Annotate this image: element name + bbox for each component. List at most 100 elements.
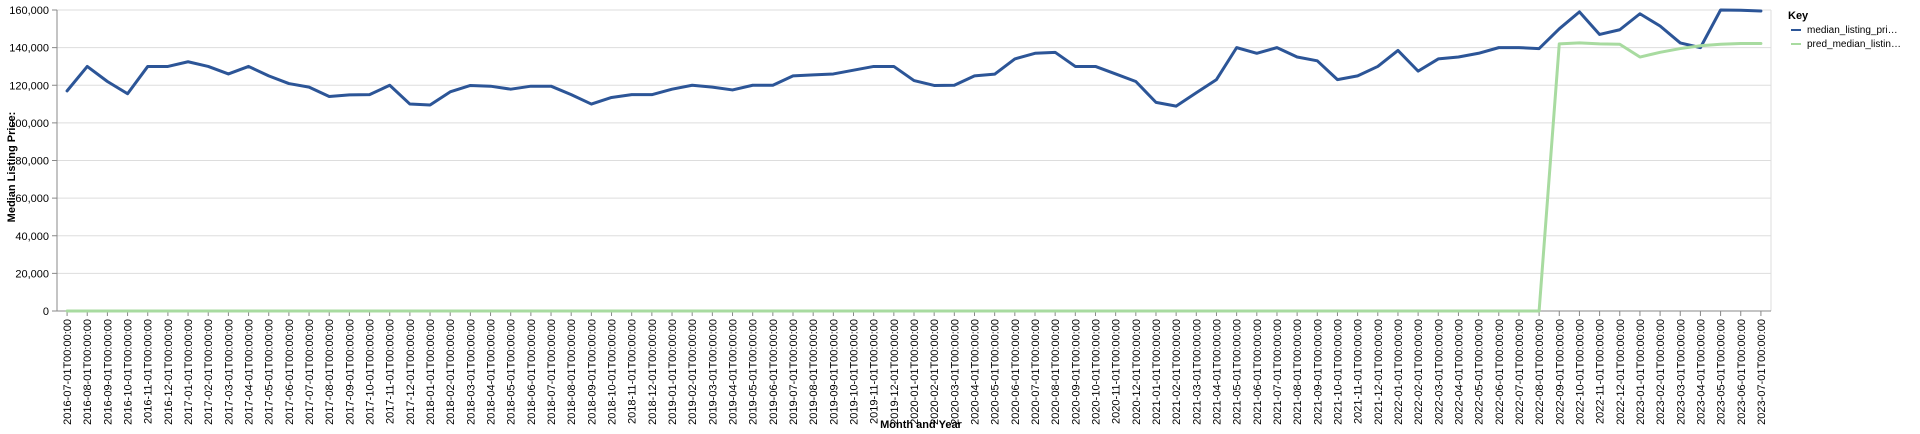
y-axis: 0 20,000 40,000 60,000 80,000 100,000 120,000 1… bbox=[9, 5, 58, 318]
x-tick-label: 2021-02-01T00:00:00 bbox=[1171, 319, 1183, 425]
x-tick-label: 2019-01-01T00:00:00 bbox=[667, 319, 679, 425]
x-tick-label: 2021-03-01T00:00:00 bbox=[1191, 319, 1203, 425]
x-tick-label: 2023-07-01T00:00:00 bbox=[1756, 319, 1768, 425]
x-tick-label: 2016-10-01T00:00:00 bbox=[123, 319, 135, 425]
x-tick-label: 2018-04-01T00:00:00 bbox=[486, 319, 498, 425]
x-tick-label: 2021-10-01T00:00:00 bbox=[1332, 319, 1344, 425]
y-tick-label: 160,000 bbox=[9, 5, 49, 17]
y-tick-label: 100,000 bbox=[9, 118, 49, 130]
x-tick-label: 2020-09-01T00:00:00 bbox=[1070, 319, 1082, 425]
x-tick-label: 2020-08-01T00:00:00 bbox=[1050, 319, 1062, 425]
x-tick-label: 2020-07-01T00:00:00 bbox=[1030, 319, 1042, 425]
y-axis-title: Median Listing Price: bbox=[6, 112, 18, 223]
legend: Key median_listing_pri… pred_median_listi… bbox=[1788, 10, 1901, 50]
x-tick-label: 2022-06-01T00:00:00 bbox=[1494, 319, 1506, 425]
x-tick-label: 2017-10-01T00:00:00 bbox=[365, 319, 377, 425]
x-tick-label: 2022-05-01T00:00:00 bbox=[1474, 319, 1486, 425]
x-tick-label: 2019-11-01T00:00:00 bbox=[869, 319, 881, 424]
y-tick-label: 20,000 bbox=[15, 268, 49, 280]
x-tick-label: 2017-01-01T00:00:00 bbox=[183, 319, 195, 425]
x-tick-label: 2021-12-01T00:00:00 bbox=[1373, 319, 1385, 425]
x-tick-label: 2022-08-01T00:00:00 bbox=[1534, 319, 1546, 425]
x-tick-label: 2020-04-01T00:00:00 bbox=[969, 319, 981, 425]
x-tick-label: 2018-01-01T00:00:00 bbox=[425, 319, 437, 425]
x-tick-label: 2017-02-01T00:00:00 bbox=[203, 319, 215, 425]
x-tick-label: 2020-02-01T00:00:00 bbox=[929, 319, 941, 425]
x-tick-label: 2019-08-01T00:00:00 bbox=[808, 319, 820, 425]
x-tick-label: 2017-04-01T00:00:00 bbox=[244, 319, 256, 425]
x-tick-label: 2022-07-01T00:00:00 bbox=[1514, 319, 1526, 425]
y-tick-label: 0 bbox=[43, 306, 49, 318]
x-tick-label: 2020-01-01T00:00:00 bbox=[909, 319, 921, 425]
x-tick-label: 2020-03-01T00:00:00 bbox=[949, 319, 961, 425]
x-tick-label: 2017-06-01T00:00:00 bbox=[284, 319, 296, 425]
x-tick-label: 2020-12-01T00:00:00 bbox=[1131, 319, 1143, 425]
y-tick-label: 140,000 bbox=[9, 43, 49, 55]
series-line-0 bbox=[65, 8, 1763, 108]
x-tick-label: 2021-01-01T00:00:00 bbox=[1151, 319, 1163, 425]
x-tick-label: 2018-05-01T00:00:00 bbox=[506, 319, 518, 425]
y-tick-label: 120,000 bbox=[9, 80, 49, 92]
legend-label-1: pred_median_listin… bbox=[1807, 39, 1901, 50]
x-tick-label: 2019-10-01T00:00:00 bbox=[849, 319, 861, 425]
legend-title: Key bbox=[1788, 10, 1809, 22]
x-tick-label: 2019-04-01T00:00:00 bbox=[728, 319, 740, 425]
x-tick-label: 2018-06-01T00:00:00 bbox=[526, 319, 538, 425]
x-tick-label: 2018-11-01T00:00:00 bbox=[627, 319, 639, 424]
x-tick-label: 2019-12-01T00:00:00 bbox=[889, 319, 901, 425]
x-axis: 2016-07-01T00:00:00 2016-08-01T00:00:00 20… bbox=[57, 310, 1771, 425]
x-tick-label: 2021-09-01T00:00:00 bbox=[1312, 319, 1324, 425]
y-tick-label: 80,000 bbox=[15, 156, 49, 168]
x-tick-label: 2017-11-01T00:00:00 bbox=[385, 319, 397, 424]
x-tick-label: 2019-05-01T00:00:00 bbox=[748, 319, 760, 425]
x-tick-label: 2017-08-01T00:00:00 bbox=[324, 319, 336, 425]
y-tick-label: 40,000 bbox=[15, 231, 49, 243]
x-tick-label: 2022-01-01T00:00:00 bbox=[1393, 319, 1405, 425]
x-tick-label: 2019-09-01T00:00:00 bbox=[828, 319, 840, 425]
x-tick-label: 2018-03-01T00:00:00 bbox=[465, 319, 477, 425]
y-tick-label: 60,000 bbox=[15, 193, 49, 205]
x-tick-label: 2018-10-01T00:00:00 bbox=[607, 319, 619, 425]
x-tick-label: 2016-08-01T00:00:00 bbox=[82, 319, 94, 425]
x-tick-label: 2022-10-01T00:00:00 bbox=[1574, 319, 1586, 425]
x-tick-label: 2021-04-01T00:00:00 bbox=[1211, 319, 1223, 425]
series-line-1 bbox=[65, 41, 1763, 313]
x-tick-label: 2017-03-01T00:00:00 bbox=[223, 319, 235, 425]
x-tick-label: 2023-04-01T00:00:00 bbox=[1695, 319, 1707, 425]
x-tick-label: 2022-03-01T00:00:00 bbox=[1433, 319, 1445, 425]
x-tick-label: 2021-11-01T00:00:00 bbox=[1353, 319, 1365, 424]
series-layer bbox=[65, 8, 1763, 313]
x-tick-label: 2022-12-01T00:00:00 bbox=[1615, 319, 1627, 425]
x-tick-label: 2023-01-01T00:00:00 bbox=[1635, 319, 1647, 425]
x-tick-label: 2018-07-01T00:00:00 bbox=[546, 319, 558, 425]
x-tick-label: 2021-05-01T00:00:00 bbox=[1232, 319, 1244, 425]
x-tick-label: 2020-05-01T00:00:00 bbox=[990, 319, 1002, 425]
x-tick-label: 2019-03-01T00:00:00 bbox=[707, 319, 719, 425]
grid-lines bbox=[57, 9, 1772, 312]
x-axis-title: Month and Year bbox=[880, 419, 962, 431]
x-tick-label: 2017-12-01T00:00:00 bbox=[405, 319, 417, 425]
x-tick-label: 2023-03-01T00:00:00 bbox=[1675, 319, 1687, 425]
x-tick-label: 2021-06-01T00:00:00 bbox=[1252, 319, 1264, 425]
x-tick-label: 2022-04-01T00:00:00 bbox=[1453, 319, 1465, 425]
x-tick-label: 2023-02-01T00:00:00 bbox=[1655, 319, 1667, 425]
x-tick-label: 2016-11-01T00:00:00 bbox=[143, 319, 155, 424]
x-tick-label: 2019-06-01T00:00:00 bbox=[768, 319, 780, 425]
x-tick-label: 2019-07-01T00:00:00 bbox=[788, 319, 800, 425]
x-tick-label: 2018-08-01T00:00:00 bbox=[566, 319, 578, 425]
x-tick-label: 2021-07-01T00:00:00 bbox=[1272, 319, 1284, 425]
x-tick-label: 2022-02-01T00:00:00 bbox=[1413, 319, 1425, 425]
legend-items: median_listing_pri… pred_median_listin… bbox=[1791, 25, 1901, 50]
x-tick-label: 2016-07-01T00:00:00 bbox=[62, 319, 74, 425]
x-tick-label: 2021-08-01T00:00:00 bbox=[1292, 319, 1304, 425]
x-tick-label: 2023-06-01T00:00:00 bbox=[1736, 319, 1748, 425]
x-tick-label: 2020-10-01T00:00:00 bbox=[1090, 319, 1102, 425]
x-tick-label: 2018-02-01T00:00:00 bbox=[445, 319, 457, 425]
x-tick-label: 2017-05-01T00:00:00 bbox=[264, 319, 276, 425]
x-tick-label: 2022-09-01T00:00:00 bbox=[1554, 319, 1566, 425]
x-tick-label: 2023-05-01T00:00:00 bbox=[1716, 319, 1728, 425]
legend-label-0: median_listing_pri… bbox=[1807, 25, 1898, 36]
x-tick-label: 2020-06-01T00:00:00 bbox=[1010, 319, 1022, 425]
x-tick-label: 2022-11-01T00:00:00 bbox=[1595, 319, 1607, 424]
